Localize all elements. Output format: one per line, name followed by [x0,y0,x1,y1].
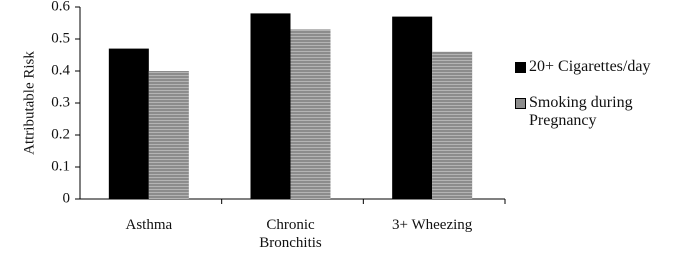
bar-texture [290,29,331,200]
x-tick-container: Chronic Bronchitis [259,217,322,251]
bar [108,48,149,199]
x-tick-label: 3+ Wheezing [392,217,473,233]
legend-label: 20+ Cigarettes/day [529,58,651,75]
y-tick-label: 0.6 [51,0,70,14]
bar-texture [432,51,473,199]
x-tick-label: Chronic Bronchitis [259,217,322,251]
y-tick-label: 0.3 [51,94,70,110]
x-tick-label: Asthma [125,217,173,233]
legend-swatch [515,98,526,109]
y-tick-label: 0.4 [51,62,70,78]
bar [250,13,291,200]
bar [392,16,433,199]
legend: 20+ Cigarettes/day Smoking during Pregnan… [515,58,674,148]
y-tick-label: 0 [63,190,71,206]
y-tick-label: 0.2 [51,126,70,142]
x-tick-container: Asthma [125,217,173,233]
y-tick-label: 0.1 [51,158,70,174]
y-axis-label: Attributable Risk [21,51,37,155]
legend-label: Smoking during Pregnancy [529,94,633,129]
legend-swatch [515,62,526,73]
legend-item: Smoking during Pregnancy [515,94,674,130]
x-tick-container: 3+ Wheezing [392,217,473,233]
bar-texture [148,71,189,199]
y-tick-label: 0.5 [51,30,70,46]
legend-item: 20+ Cigarettes/day [515,58,674,76]
